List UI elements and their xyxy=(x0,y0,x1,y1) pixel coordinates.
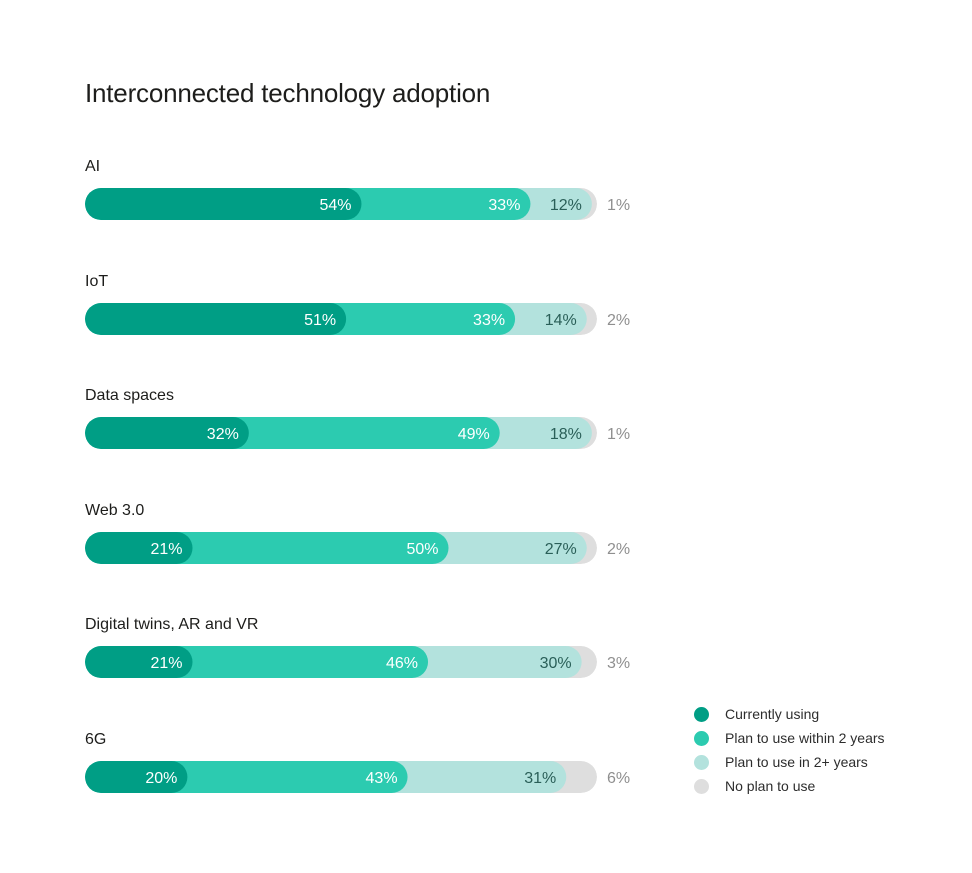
value-label: 27% xyxy=(545,541,577,558)
legend-swatch xyxy=(694,778,709,794)
legend: Currently using Plan to use within 2 year… xyxy=(694,702,954,798)
bar-row: Web 3.0 21% 50% 27% 2% xyxy=(85,502,630,564)
value-label: 20% xyxy=(145,770,177,787)
value-label: 54% xyxy=(319,197,351,214)
value-label: 1% xyxy=(607,197,630,214)
value-label: 18% xyxy=(550,426,582,443)
value-label: 33% xyxy=(473,312,505,329)
value-label: 50% xyxy=(406,541,438,558)
bar-segment xyxy=(85,532,193,564)
value-label: 2% xyxy=(607,541,630,558)
value-label: 6% xyxy=(607,770,630,787)
legend-label: Plan to use within 2 years xyxy=(725,730,885,746)
legend-swatch xyxy=(694,754,709,770)
value-label: 32% xyxy=(207,426,239,443)
legend-item: Plan to use within 2 years xyxy=(694,726,954,750)
category-label: Digital twins, AR and VR xyxy=(85,616,258,633)
legend-swatch xyxy=(694,706,709,722)
category-label: Web 3.0 xyxy=(85,502,144,519)
value-label: 33% xyxy=(488,197,520,214)
category-label: Data spaces xyxy=(85,387,174,404)
value-label: 51% xyxy=(304,312,336,329)
value-label: 3% xyxy=(607,655,630,672)
value-label: 1% xyxy=(607,426,630,443)
chart-title: Interconnected technology adoption xyxy=(85,78,491,108)
value-label: 30% xyxy=(540,655,572,672)
category-label: IoT xyxy=(85,273,108,290)
value-label: 2% xyxy=(607,312,630,329)
bar-segment xyxy=(85,188,362,220)
value-label: 21% xyxy=(150,655,182,672)
value-label: 43% xyxy=(366,770,398,787)
category-label: 6G xyxy=(85,731,106,748)
bar-segment xyxy=(85,417,249,449)
legend-item: Plan to use in 2+ years xyxy=(694,750,954,774)
legend-label: No plan to use xyxy=(725,778,816,794)
bar-segment xyxy=(85,761,188,793)
bar-row: Digital twins, AR and VR 21% 46% 30% 3% xyxy=(85,616,630,678)
bar-row: 6G 20% 43% 31% 6% xyxy=(85,731,630,793)
legend-swatch xyxy=(694,730,709,746)
category-label: AI xyxy=(85,158,100,175)
value-label: 14% xyxy=(545,312,577,329)
bar-row: AI 54% 33% 12% 1% xyxy=(85,158,630,220)
value-label: 21% xyxy=(150,541,182,558)
legend-label: Plan to use in 2+ years xyxy=(725,754,868,770)
value-label: 12% xyxy=(550,197,582,214)
legend-label: Currently using xyxy=(725,706,820,722)
bar-segment xyxy=(85,646,193,678)
bar-row: IoT 51% 33% 14% 2% xyxy=(85,273,630,335)
value-label: 31% xyxy=(524,770,556,787)
legend-item: No plan to use xyxy=(694,774,954,798)
value-label: 49% xyxy=(458,426,490,443)
bar-segment xyxy=(85,303,347,335)
legend-item: Currently using xyxy=(694,702,954,726)
value-label: 46% xyxy=(386,655,418,672)
bar-row: Data spaces 32% 49% 18% 1% xyxy=(85,387,630,449)
